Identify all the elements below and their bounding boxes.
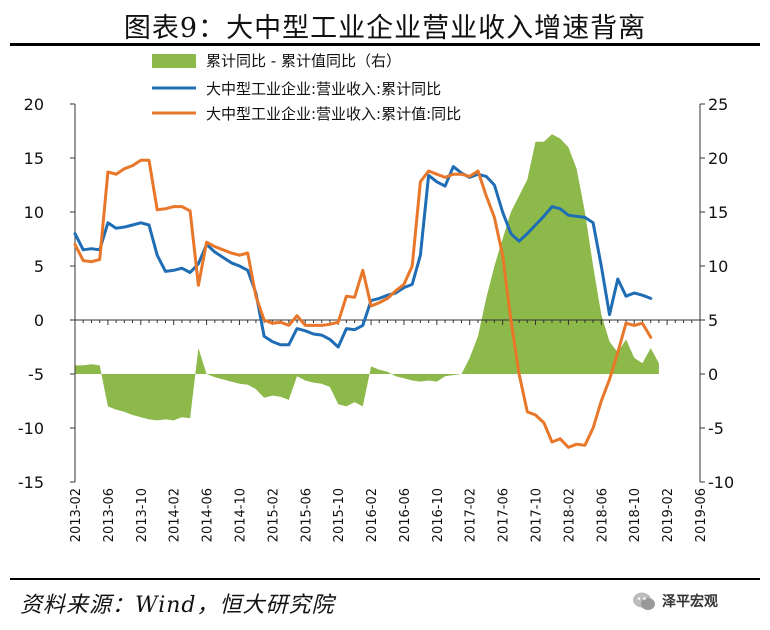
area-series-group bbox=[75, 134, 659, 421]
x-tick-label: 2015-06 bbox=[299, 488, 314, 542]
right-tick-label: 15 bbox=[708, 203, 728, 222]
left-tick-label: 15 bbox=[24, 149, 44, 168]
legend-swatch-area bbox=[152, 54, 196, 68]
x-tick-label: 2013-02 bbox=[69, 488, 84, 542]
x-tick-label: 2019-06 bbox=[694, 488, 709, 542]
x-tick-label: 2018-06 bbox=[595, 488, 610, 542]
legend: 累计同比 - 累计值同比（右） 大中型工业企业:营业收入:累计同比大中型工业企业:… bbox=[152, 52, 461, 123]
right-tick-label: 25 bbox=[708, 95, 728, 114]
left-tick-label: -10 bbox=[18, 419, 44, 438]
line-series-2 bbox=[73, 158, 653, 449]
right-tick-label: 5 bbox=[708, 311, 718, 330]
chart-title: 图表9：大中型工业企业营业收入增速背离 bbox=[123, 13, 647, 44]
right-tick-label: 0 bbox=[708, 365, 718, 384]
x-tick-label: 2015-10 bbox=[332, 488, 347, 542]
right-tick-label: 20 bbox=[708, 149, 728, 168]
legend-label: 累计同比 - 累计值同比（右） bbox=[206, 52, 401, 70]
title-rule bbox=[10, 43, 760, 46]
legend-label: 大中型工业企业:营业收入:累计同比 bbox=[206, 80, 441, 98]
brand-name: 泽平宏观 bbox=[662, 594, 718, 610]
line-series-group bbox=[73, 158, 653, 449]
x-tick-label: 2016-10 bbox=[431, 488, 446, 542]
x-tick-label: 2017-10 bbox=[530, 488, 545, 542]
left-tick-label: -5 bbox=[28, 365, 44, 384]
right-tick-label: -10 bbox=[708, 473, 734, 492]
source-rule bbox=[10, 578, 760, 580]
line-series-1 bbox=[73, 165, 653, 349]
x-tick-label: 2016-02 bbox=[365, 488, 380, 542]
right-tick-label: 10 bbox=[708, 257, 728, 276]
x-tick-label: 2014-02 bbox=[168, 488, 183, 542]
x-tick-label: 2016-06 bbox=[398, 488, 413, 542]
source-note: 资料来源：Wind，恒大研究院 bbox=[20, 593, 335, 618]
left-tick-label: 10 bbox=[24, 203, 44, 222]
brand: 泽平宏观 bbox=[632, 590, 718, 612]
x-tick-label: 2018-10 bbox=[628, 488, 643, 542]
x-tick-label: 2017-06 bbox=[497, 488, 512, 542]
right-tick-label: -5 bbox=[708, 419, 724, 438]
x-tick-label: 2017-02 bbox=[464, 488, 479, 542]
axes-group: -15 -10 -5 0 5 10 15 20 -10 -5 0 5 10 15 20 25 2013-02 20… bbox=[18, 95, 734, 542]
wechat-icon bbox=[633, 592, 655, 610]
left-tick-label: -15 bbox=[18, 473, 44, 492]
area-series-spread bbox=[75, 134, 659, 421]
x-tick-label: 2014-06 bbox=[201, 488, 216, 542]
x-tick-label: 2013-06 bbox=[102, 488, 117, 542]
x-tick-label: 2015-02 bbox=[266, 488, 281, 542]
left-tick-label: 0 bbox=[34, 311, 44, 330]
x-tick-label: 2018-02 bbox=[562, 488, 577, 542]
left-tick-label: 20 bbox=[24, 95, 44, 114]
x-tick-label: 2013-10 bbox=[135, 488, 150, 542]
x-tick-label: 2019-02 bbox=[661, 488, 676, 542]
chart: -15 -10 -5 0 5 10 15 20 -10 -5 0 5 10 15 20 25 2013-02 20… bbox=[18, 52, 734, 542]
left-tick-label: 5 bbox=[34, 257, 44, 276]
legend-label: 大中型工业企业:营业收入:累计值:同比 bbox=[206, 105, 461, 123]
x-tick-label: 2014-10 bbox=[233, 488, 248, 542]
